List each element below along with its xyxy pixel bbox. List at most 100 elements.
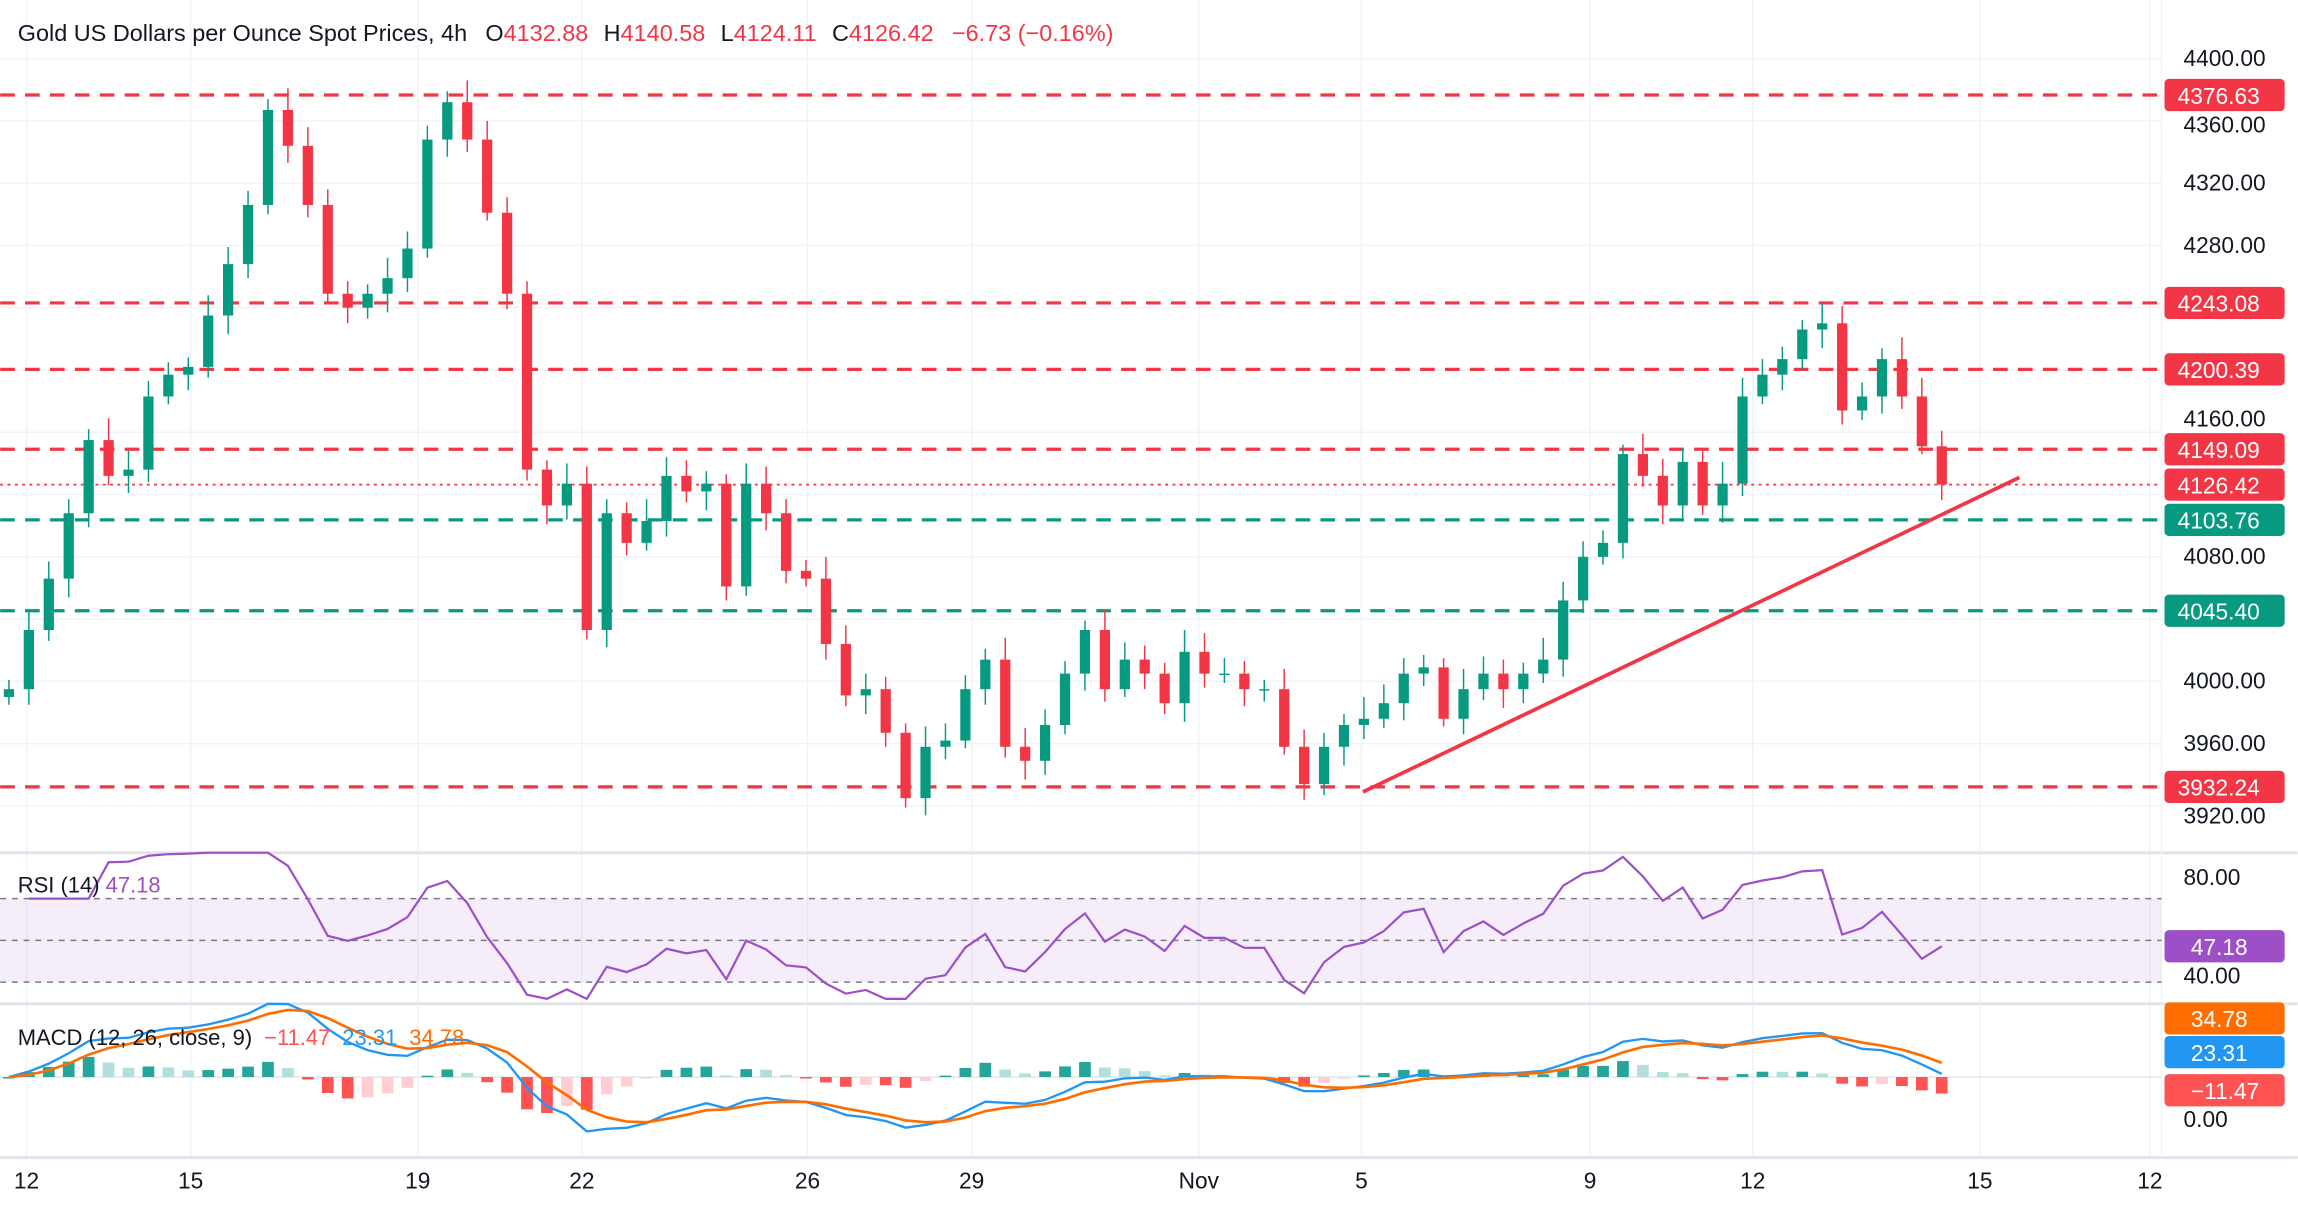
macd-tag-label: −11.47 — [2191, 1078, 2259, 1104]
macd-histogram-bar — [839, 1077, 852, 1087]
candle-body — [581, 483, 592, 631]
time-tick-label: 22 — [569, 1167, 594, 1193]
macd-histogram-bar — [1696, 1077, 1709, 1080]
price-tick-label: 4400.00 — [2184, 45, 2266, 71]
time-tick-label: 15 — [1967, 1167, 1992, 1193]
symbol-title: Gold US Dollars per Ounce Spot Prices, 4… — [18, 20, 467, 46]
candle-body — [1159, 673, 1170, 704]
price-tick-label: 4080.00 — [2184, 543, 2266, 569]
candle-body — [1498, 673, 1509, 690]
macd-histogram-bar — [1118, 1068, 1131, 1078]
candle-body — [501, 212, 513, 294]
close-value: 4126.42 — [849, 20, 934, 46]
price-tag-bg — [2164, 433, 2285, 466]
macd-histogram-bar — [321, 1077, 334, 1094]
price-tag-label: 4243.08 — [2178, 291, 2260, 317]
macd-histogram-bar — [879, 1077, 892, 1086]
macd-histogram-bar — [1617, 1061, 1629, 1078]
candle-body — [920, 746, 931, 799]
candle-body — [83, 440, 94, 514]
candle-body — [1757, 374, 1768, 397]
macd-histogram-bar — [1397, 1070, 1410, 1078]
candle-body — [1318, 746, 1330, 785]
open-label: O — [485, 20, 503, 46]
candle-body — [342, 293, 353, 308]
candle-body — [482, 139, 493, 213]
macd-histogram-bar — [1577, 1065, 1589, 1078]
candle-body — [1558, 600, 1569, 660]
macd-hist-value: −11.47 — [264, 1025, 330, 1050]
candle-body — [621, 513, 632, 543]
rsi-value: 47.18 — [106, 872, 161, 897]
candle-body — [1597, 542, 1609, 557]
macd-histogram-bar — [1377, 1072, 1390, 1078]
macd-histogram-bar — [62, 1061, 75, 1078]
macd-histogram-bar — [1557, 1069, 1570, 1078]
macd-histogram-bar — [262, 1061, 274, 1078]
macd-histogram-bar — [501, 1077, 513, 1093]
candle-body — [1039, 724, 1051, 761]
candle-body — [541, 469, 553, 506]
macd-histogram-bar — [202, 1070, 215, 1078]
macd-histogram-bar — [461, 1072, 474, 1078]
macd-histogram-bar — [1676, 1073, 1689, 1078]
macd-histogram-bar — [1716, 1077, 1729, 1081]
macd-histogram-bar — [1776, 1071, 1789, 1078]
candle-body — [1279, 689, 1290, 747]
macd-line-value: 23.31 — [342, 1025, 397, 1050]
candle-body — [1299, 746, 1310, 785]
candle-body — [1000, 659, 1011, 747]
time-tick-label: 26 — [795, 1167, 820, 1193]
candle-body — [1199, 651, 1210, 674]
low-value: 4124.11 — [734, 20, 817, 46]
trendline — [1362, 475, 2021, 794]
change-value: −6.73 (−0.16%) — [952, 20, 1114, 46]
macd-tag-label: 34.78 — [2191, 1006, 2248, 1032]
macd-histogram-bar — [1298, 1077, 1310, 1087]
time-tick-label: 12 — [14, 1167, 39, 1193]
candle-body — [800, 570, 812, 579]
price-tick-label: 4160.00 — [2184, 405, 2266, 431]
macd-histogram-bar — [182, 1070, 195, 1078]
macd-histogram-bar — [381, 1077, 394, 1094]
time-tick-label: 15 — [178, 1167, 203, 1193]
candle-body — [601, 513, 612, 631]
time-tick-label: 12 — [1740, 1167, 1765, 1193]
macd-histogram-bar — [1896, 1077, 1908, 1087]
macd-histogram-bar — [979, 1062, 992, 1078]
macd-pane — [0, 1002, 2162, 1133]
horizontal-levels[interactable] — [0, 93, 2162, 794]
macd-tag-bg — [2164, 1074, 2285, 1107]
candle-body — [1518, 673, 1529, 690]
price-tag-label: 4045.40 — [2178, 599, 2260, 625]
macd-histogram-bar — [82, 1056, 95, 1078]
candle-body — [1239, 673, 1250, 690]
macd-histogram-bar — [361, 1077, 374, 1098]
candle-body — [422, 139, 433, 249]
candle-body — [960, 689, 971, 741]
macd-histogram-bar — [122, 1067, 135, 1078]
macd-histogram-bar — [580, 1077, 593, 1110]
candle-body — [1358, 718, 1370, 725]
candle-body — [1259, 689, 1270, 691]
candle-body — [1896, 359, 1908, 397]
price-tick-label: 4360.00 — [2184, 112, 2266, 138]
candle-body — [701, 483, 712, 492]
macd-histogram-bar — [1836, 1077, 1848, 1084]
macd-histogram-bar — [1756, 1071, 1769, 1078]
candle-body — [561, 483, 572, 506]
macd-histogram-bar — [102, 1062, 115, 1078]
last-price-tag-bg — [2164, 468, 2285, 501]
candle-body — [163, 374, 174, 397]
macd-histogram-bar — [660, 1069, 673, 1078]
candle-body — [322, 204, 333, 294]
candle-body — [521, 293, 533, 470]
axes: 4400.00 4360.00 4320.00 4280.00 4160.00 4080.… — [14, 45, 2266, 1193]
candle-body — [1378, 703, 1389, 719]
open-value: 4132.88 — [504, 20, 589, 46]
rsi-tick-label: 40.00 — [2184, 962, 2241, 988]
macd-histogram-bar — [959, 1067, 972, 1078]
candle-body — [1797, 329, 1808, 360]
